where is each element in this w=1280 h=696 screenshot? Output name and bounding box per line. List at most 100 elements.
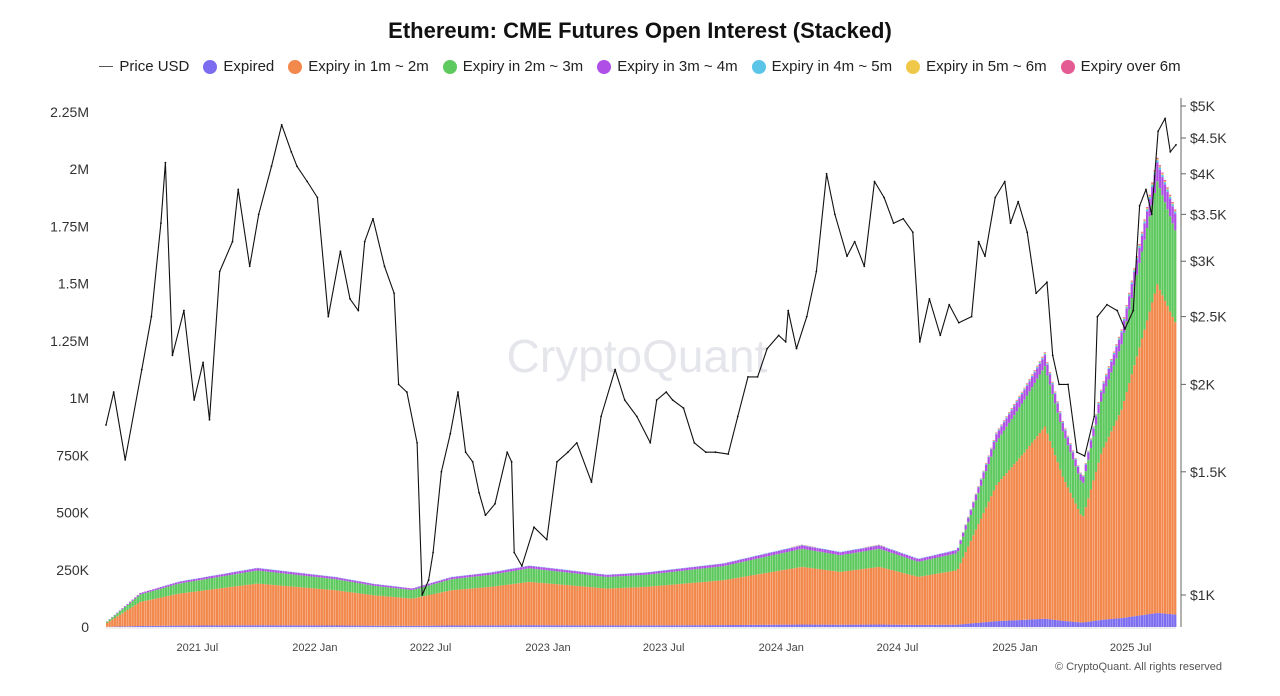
copyright-notice: © CryptoQuant. All rights reserved [1054, 661, 1222, 673]
bar-expiry-1m-2m [890, 569, 893, 625]
bar-expired [1061, 620, 1064, 627]
bar-expired [507, 625, 510, 627]
bar-expired [141, 625, 145, 627]
bar-expiry-1m-2m [407, 598, 410, 626]
legend-item-3m-4m[interactable]: Expiry in 3m ~ 4m [597, 58, 738, 75]
y-left-tick-label: 2M [70, 161, 89, 177]
y-left-tick-label: 0 [81, 619, 89, 635]
chart-title: Ethereum: CME Futures Open Interest (Sta… [388, 18, 892, 43]
bar-expiry-2m-3m [233, 574, 237, 587]
bar-expiry-3m-4m [295, 572, 298, 575]
bar-expiry-2m-3m [1097, 413, 1100, 463]
bar-expiry-3m-4m [811, 547, 814, 551]
legend-item-5m-6m[interactable]: Expiry in 5m ~ 6m [906, 58, 1047, 75]
bar-expired [1102, 619, 1105, 627]
bar-expiry-over-6m [1140, 231, 1144, 233]
bar-expiry-1m-2m [494, 586, 497, 626]
bar-expiry-1m-2m [655, 585, 658, 626]
bar-expired [246, 625, 249, 627]
bar-expiry-2m-3m [328, 578, 331, 590]
bar-expiry-2m-3m [928, 559, 932, 575]
legend-line-marker [99, 66, 114, 67]
bar-expiry-1m-2m [1038, 432, 1041, 620]
price-usd-point [1035, 292, 1038, 295]
bar-expiry-3m-4m [622, 573, 625, 577]
bar-expiry-2m-3m [351, 582, 354, 593]
bar-expired [1033, 619, 1036, 627]
bar-expiry-2m-3m [711, 567, 714, 582]
bar-expiry-3m-4m [348, 579, 352, 582]
bar-expiry-3m-4m [128, 601, 132, 603]
bar-expiry-1m-2m [1133, 365, 1136, 617]
bar-expiry-3m-4m [652, 571, 656, 574]
bar-expired [1007, 620, 1011, 627]
bar-expired [228, 625, 231, 627]
bar-expiry-1m-2m [770, 572, 773, 625]
bar-expiry-1m-2m [443, 591, 446, 626]
bar-expiry-3m-4m [1048, 374, 1052, 385]
bar-expired [657, 625, 661, 627]
bar-expired [688, 625, 691, 627]
bar-expiry-2m-3m [254, 570, 257, 584]
bar-expiry-3m-4m [157, 587, 160, 590]
bar-expiry-3m-4m [995, 434, 998, 443]
bar-expiry-1m-2m [933, 574, 937, 625]
bar-expiry-3m-4m [586, 572, 589, 575]
bar-expiry-3m-4m [174, 582, 178, 585]
bar-expiry-2m-3m [300, 575, 303, 588]
bar-expiry-3m-4m [542, 567, 546, 570]
legend-item-4m-5m[interactable]: Expiry in 4m ~ 5m [751, 58, 892, 75]
legend-item-over-6m[interactable]: Expiry over 6m [1060, 58, 1181, 75]
bar-expiry-1m-2m [545, 583, 548, 626]
bar-expiry-over-6m [1005, 416, 1008, 417]
bar-expiry-2m-3m [732, 563, 735, 579]
bar-expiry-2m-3m [997, 438, 1001, 483]
bar-expiry-2m-3m [450, 579, 454, 591]
bar-expiry-1m-2m [1089, 489, 1093, 622]
bar-expiry-1m-2m [744, 576, 748, 625]
bar-expiry-3m-4m [918, 558, 921, 562]
bar-expiry-1m-2m [412, 598, 415, 626]
price-usd-point [218, 270, 221, 273]
bar-expiry-3m-4m [642, 572, 645, 575]
bar-expiry-4m-5m [1028, 380, 1031, 382]
bar-expiry-2m-3m [852, 553, 855, 571]
bar-expired [504, 625, 507, 627]
bar-expiry-5m-6m [1171, 203, 1174, 205]
bar-expiry-2m-3m [154, 590, 157, 599]
bar-expiry-1m-2m [688, 583, 691, 626]
bar-expiry-2m-3m [542, 569, 546, 584]
legend-item-2m-3m[interactable]: Expiry in 2m ~ 3m [442, 58, 583, 75]
bar-expiry-1m-2m [315, 588, 318, 626]
bar-expired [310, 625, 313, 627]
bar-expiry-3m-4m [241, 570, 244, 573]
legend-item-expired[interactable]: Expired [203, 58, 274, 75]
bar-expired [660, 625, 663, 627]
bar-expiry-2m-3m [604, 576, 607, 589]
legend-item-price[interactable]: Price USD [99, 58, 189, 75]
bar-expired [614, 625, 617, 627]
bar-expiry-2m-3m [136, 596, 139, 604]
bar-expired [560, 625, 564, 627]
bar-expiry-2m-3m [619, 576, 622, 588]
bar-expiry-3m-4m [1002, 422, 1006, 431]
bar-expiry-3m-4m [956, 548, 960, 552]
bar-expired [962, 624, 965, 627]
bar-expiry-1m-2m [1023, 452, 1026, 620]
bar-expiry-3m-4m [491, 572, 495, 575]
bar-expired [611, 625, 615, 627]
bar-expiry-3m-4m [716, 564, 719, 567]
price-usd-point [280, 123, 283, 126]
legend-item-1m-2m[interactable]: Expiry in 1m ~ 2m [288, 58, 429, 75]
bar-expiry-2m-3m [652, 573, 656, 587]
bar-expiry-4m-5m [1053, 392, 1057, 394]
bar-expiry-3m-4m [859, 548, 863, 552]
bar-expiry-5m-6m [1002, 420, 1006, 422]
bar-expiry-1m-2m [1007, 470, 1011, 621]
bar-expiry-2m-3m [724, 565, 727, 580]
bar-expired [195, 625, 198, 627]
bar-expired [284, 625, 288, 627]
bar-expiry-2m-3m [440, 581, 444, 593]
bar-expiry-1m-2m [542, 583, 546, 626]
